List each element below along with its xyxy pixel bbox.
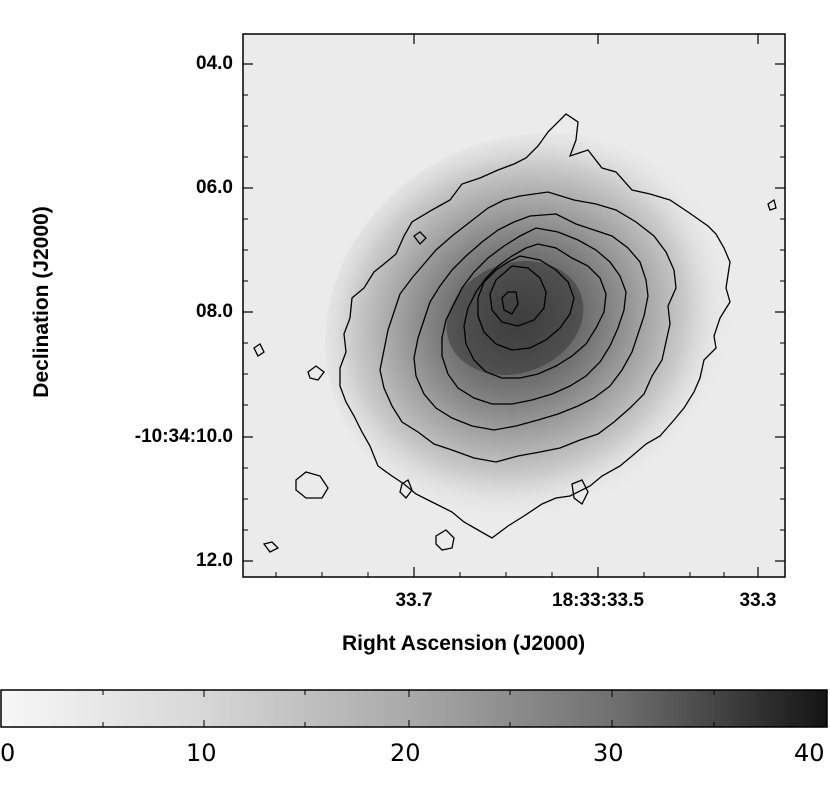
colorbar-tick-label: 10: [186, 739, 217, 767]
contour-level-4: [441, 227, 627, 405]
colorbar-tick-label: 20: [390, 739, 421, 767]
contour-level-7: [489, 265, 547, 327]
contours: [253, 113, 777, 553]
contour-blob: [435, 529, 455, 551]
colorbar-ticks: [102, 690, 715, 727]
contour-level-6: [477, 255, 575, 351]
minor-tick-marks: [243, 94, 785, 577]
y-tick-label: 04.0: [196, 53, 233, 74]
x-tick-label: 33.3: [739, 590, 777, 611]
contour-blob: [413, 231, 427, 245]
contour-blob: [399, 479, 413, 499]
contour-blob: [307, 365, 325, 381]
y-tick-label: 08.0: [196, 301, 233, 322]
colorbar-tick-label: 30: [593, 739, 624, 767]
contour-blob: [571, 479, 589, 505]
y-tick-label: 12.0: [196, 550, 233, 571]
x-tick-label: 18:33:33.5: [552, 590, 644, 611]
image-frame: [242, 33, 786, 578]
contour-level-2: [379, 191, 677, 463]
colorbar-gradient: [0, 689, 828, 728]
contour-level-1: [339, 113, 731, 539]
y-tick-label: -10:34:10.0: [134, 426, 233, 447]
colorbar: [0, 689, 828, 728]
contour-blob: [253, 343, 265, 357]
y-axis-label: Declination (J2000): [30, 206, 53, 398]
contour-blob: [295, 471, 329, 499]
y-tick-label: 06.0: [196, 177, 233, 198]
colorbar-tick-label: 40: [794, 739, 825, 767]
colorbar-tick-label: 0: [0, 739, 16, 767]
contour-blob: [262, 541, 280, 553]
x-tick-label: 33.7: [395, 590, 433, 611]
x-axis-label: Right Ascension (J2000): [342, 632, 586, 655]
contour-level-5: [463, 243, 607, 379]
contour-blob: [767, 198, 777, 211]
tick-marks: [243, 34, 785, 577]
contour-level-3: [413, 213, 649, 431]
image-panel: [242, 33, 786, 578]
contour-level-8: [501, 291, 519, 315]
